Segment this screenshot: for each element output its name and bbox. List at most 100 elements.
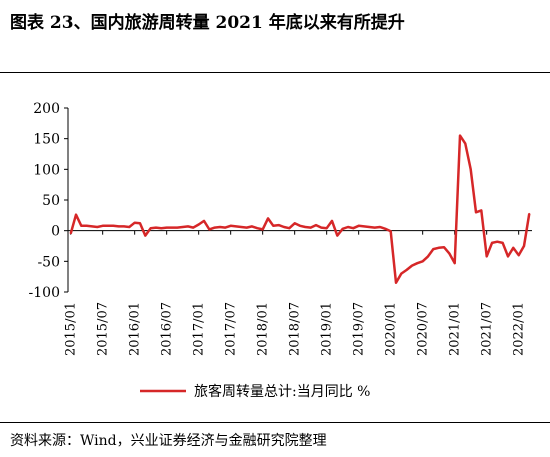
data-point <box>304 226 306 228</box>
data-point <box>390 230 392 232</box>
data-point <box>406 269 408 271</box>
data-point <box>395 282 397 284</box>
data-point <box>491 242 493 244</box>
data-point <box>326 227 328 229</box>
x-tick-label: 2018/07 <box>288 302 303 356</box>
x-tick-label: 2022/01 <box>512 302 527 356</box>
x-tick-label: 2015/07 <box>96 302 111 356</box>
data-point <box>80 225 82 227</box>
data-point <box>224 227 226 229</box>
data-point <box>198 223 200 226</box>
data-point <box>102 225 104 227</box>
x-tick-label: 2020/01 <box>384 302 399 356</box>
data-point <box>470 168 472 170</box>
data-point <box>400 273 402 275</box>
data-point <box>299 225 301 227</box>
data-point <box>432 248 434 250</box>
data-point <box>416 262 418 264</box>
data-point <box>96 226 98 228</box>
y-tick-label: 0 <box>51 224 60 240</box>
data-point <box>310 227 312 229</box>
data-point <box>70 233 72 235</box>
data-point <box>496 241 498 243</box>
y-tick-label: 200 <box>33 101 60 117</box>
legend: 旅客周转量总计:当月同比 % <box>140 383 370 400</box>
data-point <box>475 211 477 213</box>
chart-area: 200 150 100 50 0 -50 -100 2015/01 2015/07 2016/0… <box>29 101 532 400</box>
data-point <box>166 227 168 229</box>
x-tick-labels: 2015/01 2015/07 2016/01 2016/07 2017/01 2017/… <box>64 230 527 356</box>
bottom-rule <box>0 422 550 423</box>
data-point <box>438 247 440 249</box>
data-point <box>75 214 77 216</box>
data-point <box>320 227 322 229</box>
data-point <box>91 225 93 227</box>
data-point <box>192 227 194 229</box>
data-point <box>294 222 296 224</box>
data-point <box>150 227 152 229</box>
data-point <box>176 227 178 229</box>
x-tick-label: 2020/07 <box>416 302 431 356</box>
top-rule <box>0 72 550 73</box>
x-tick-label: 2019/07 <box>352 302 367 356</box>
series-group <box>69 134 531 285</box>
data-point <box>230 225 232 227</box>
data-point <box>139 222 141 224</box>
data-point <box>512 247 514 249</box>
x-tick-label: 2019/01 <box>320 302 335 356</box>
data-point <box>464 142 466 145</box>
data-point <box>235 225 237 227</box>
data-point <box>107 225 109 227</box>
data-point <box>262 228 264 231</box>
data-point <box>288 227 290 229</box>
data-point <box>208 228 210 231</box>
data-point <box>374 227 376 229</box>
data-point <box>160 227 162 229</box>
data-point <box>246 227 248 229</box>
data-point <box>454 262 456 264</box>
x-tick-label: 2017/01 <box>192 302 207 356</box>
data-point <box>358 225 360 227</box>
data-point <box>331 220 333 222</box>
data-point <box>214 227 216 229</box>
data-point <box>128 226 130 228</box>
y-tick-label: -100 <box>29 285 60 301</box>
data-point <box>182 226 184 228</box>
data-point <box>486 255 488 258</box>
data-point <box>347 226 349 228</box>
legend-label: 旅客周转量总计:当月同比 % <box>194 383 370 400</box>
data-point <box>368 226 370 228</box>
data-point <box>459 135 461 137</box>
data-point <box>267 217 269 219</box>
data-point <box>251 225 253 227</box>
data-point <box>352 227 354 229</box>
data-point <box>187 225 189 227</box>
data-point <box>384 228 386 230</box>
data-point <box>507 255 509 258</box>
data-point <box>283 226 285 228</box>
x-tick-label: 2018/01 <box>256 302 271 356</box>
chart-title: 图表 23、国内旅游周转量 2021 年底以来有所提升 <box>10 13 405 33</box>
x-tick-label: 2017/07 <box>224 302 239 356</box>
x-tick-label: 2016/07 <box>160 302 175 356</box>
data-point <box>272 225 274 227</box>
data-point <box>278 224 280 226</box>
data-point <box>240 226 242 228</box>
data-point <box>86 225 88 227</box>
data-point <box>422 260 424 262</box>
data-point <box>379 226 381 228</box>
x-tick-label: 2015/01 <box>64 302 79 356</box>
data-point <box>342 228 344 230</box>
data-point <box>336 234 338 237</box>
data-point <box>427 255 429 258</box>
source-note: 资料来源：Wind，兴业证券经济与金融研究院整理 <box>10 433 327 449</box>
data-point <box>155 227 157 229</box>
y-tick-label: 50 <box>42 193 60 209</box>
data-point <box>134 222 136 224</box>
data-point <box>118 225 120 227</box>
series-line <box>69 134 531 285</box>
data-point <box>502 242 504 244</box>
data-point <box>443 246 445 248</box>
data-point <box>144 234 146 237</box>
x-tick-label: 2021/01 <box>448 302 463 356</box>
